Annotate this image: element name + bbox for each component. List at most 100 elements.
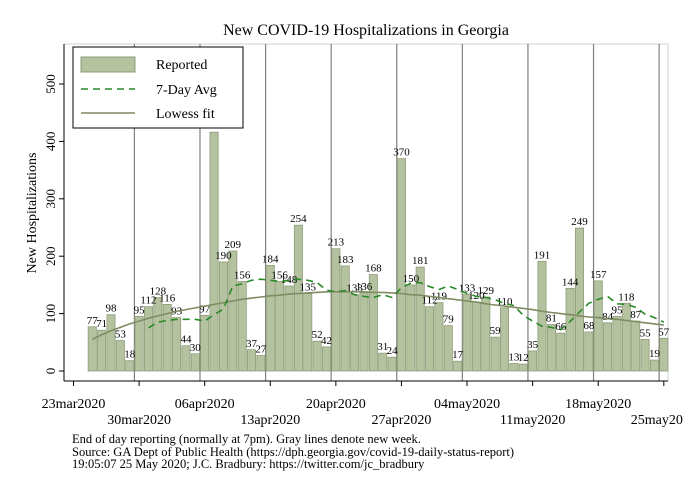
bar-value-label: 12 xyxy=(518,352,529,364)
bar xyxy=(237,281,247,372)
bar-value-label: 157 xyxy=(590,269,607,281)
x-tick-label: 30mar2020 xyxy=(107,413,171,428)
bar xyxy=(556,332,566,372)
bar-value-label: 181 xyxy=(412,255,429,267)
bar-value-label: 156 xyxy=(271,269,288,281)
bar xyxy=(265,264,275,372)
bar xyxy=(434,302,444,372)
bar-value-label: 119 xyxy=(431,291,448,303)
bar xyxy=(209,131,219,372)
bar xyxy=(593,280,603,372)
bar-value-label: 53 xyxy=(115,329,127,341)
bar xyxy=(228,250,238,372)
bar xyxy=(471,301,481,372)
bar xyxy=(106,314,116,372)
bar-value-label: 30 xyxy=(190,342,202,354)
bar-value-label: 249 xyxy=(571,216,588,228)
bar xyxy=(631,320,641,372)
bar xyxy=(603,322,613,372)
bar xyxy=(134,316,144,372)
bar-value-label: 190 xyxy=(215,250,232,262)
chart-area: New COVID-19 Hospitalizations in Georgia… xyxy=(25,22,683,428)
bar xyxy=(640,339,650,372)
legend-swatch-reported xyxy=(80,56,136,73)
bar xyxy=(453,360,463,372)
bar-value-label: 213 xyxy=(328,237,345,249)
bar xyxy=(621,302,631,372)
y-tick-label: 400 xyxy=(43,132,58,152)
y-tick-label: 0 xyxy=(43,368,58,375)
bar xyxy=(115,340,125,372)
bar-value-label: 81 xyxy=(546,313,557,325)
bar xyxy=(462,294,472,372)
note-timestamp: 19:05:07 25 May 2020; J.C. Bradbury: htt… xyxy=(72,457,425,471)
bar xyxy=(87,326,97,372)
bar xyxy=(312,340,322,372)
bar xyxy=(153,297,163,372)
bar-value-label: 150 xyxy=(403,273,420,285)
y-tick-label: 300 xyxy=(43,189,58,209)
bar xyxy=(425,306,435,372)
legend-label-reported: Reported xyxy=(156,58,207,73)
bar-value-label: 57 xyxy=(658,326,670,338)
bar xyxy=(181,345,191,372)
note-reporting: End of day reporting (normally at 7pm). … xyxy=(72,432,421,446)
bar xyxy=(528,350,538,372)
bar xyxy=(247,349,257,372)
bar xyxy=(143,306,153,372)
chart-notes: End of day reporting (normally at 7pm). … xyxy=(72,433,514,471)
bar-value-label: 77 xyxy=(87,315,99,327)
bar xyxy=(565,287,575,372)
bar-value-label: 24 xyxy=(387,345,399,357)
bar xyxy=(331,248,341,372)
bar-value-label: 19 xyxy=(649,348,661,360)
legend: Reported 7-Day Avg Lowess fit xyxy=(72,46,244,129)
bar xyxy=(256,355,266,372)
bar xyxy=(321,346,331,372)
bar-value-label: 95 xyxy=(611,304,623,316)
bar xyxy=(490,336,500,372)
bar xyxy=(284,285,294,372)
chart-title: New COVID-19 Hospitalizations in Georgia xyxy=(223,22,509,39)
bar-value-label: 71 xyxy=(96,318,107,330)
bar xyxy=(509,363,519,372)
bar-value-label: 98 xyxy=(105,303,117,315)
lowess-line xyxy=(91,291,664,341)
bar-value-label: 135 xyxy=(300,282,317,294)
x-tick-label: 18may2020 xyxy=(565,397,631,412)
y-tick-label: 500 xyxy=(43,74,58,94)
bar-value-label: 370 xyxy=(393,147,410,159)
bar-value-label: 254 xyxy=(290,213,307,225)
bar xyxy=(574,227,584,372)
bar xyxy=(303,293,313,372)
bar xyxy=(359,292,369,372)
bar xyxy=(396,158,406,372)
bar-value-label: 52 xyxy=(312,329,323,341)
bar-value-label: 128 xyxy=(150,286,167,298)
bar-value-label: 59 xyxy=(490,325,502,337)
bar xyxy=(218,261,228,372)
legend-label-avg: 7-Day Avg xyxy=(156,83,217,98)
bar-value-label: 156 xyxy=(234,269,251,281)
x-tick-label: 06apr2020 xyxy=(175,397,235,412)
x-tick-label: 13apr2020 xyxy=(240,413,300,428)
bar-value-label: 79 xyxy=(443,314,455,326)
bar-value-label: 116 xyxy=(159,292,176,304)
bar-value-label: 35 xyxy=(527,339,539,351)
bar-value-label: 183 xyxy=(337,254,354,266)
bar-value-label: 18 xyxy=(124,349,136,361)
bar-value-label: 31 xyxy=(377,341,388,353)
x-tick-label: 20apr2020 xyxy=(306,397,366,412)
bar-value-label: 95 xyxy=(134,304,146,316)
bar xyxy=(443,325,453,372)
x-tick-label: 11may2020 xyxy=(500,413,566,428)
bar-value-label: 209 xyxy=(225,239,242,251)
bar xyxy=(378,352,388,372)
bar xyxy=(500,307,510,372)
y-tick-label: 100 xyxy=(43,304,58,324)
bar-value-label: 144 xyxy=(562,276,579,288)
bar xyxy=(537,260,547,372)
bar-value-label: 13 xyxy=(508,352,520,364)
bar xyxy=(200,314,210,372)
bar xyxy=(162,304,172,372)
